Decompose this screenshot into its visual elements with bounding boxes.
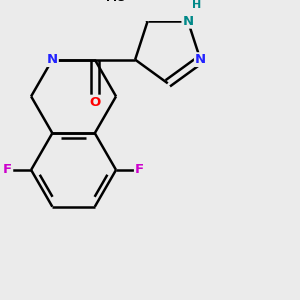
Text: F: F [3, 164, 12, 176]
Text: N: N [182, 15, 194, 28]
Text: O: O [89, 96, 100, 109]
Text: F: F [135, 164, 144, 176]
Text: Me: Me [106, 0, 124, 2]
Text: H: H [192, 0, 201, 10]
Text: N: N [47, 53, 58, 66]
Text: N: N [195, 53, 206, 66]
